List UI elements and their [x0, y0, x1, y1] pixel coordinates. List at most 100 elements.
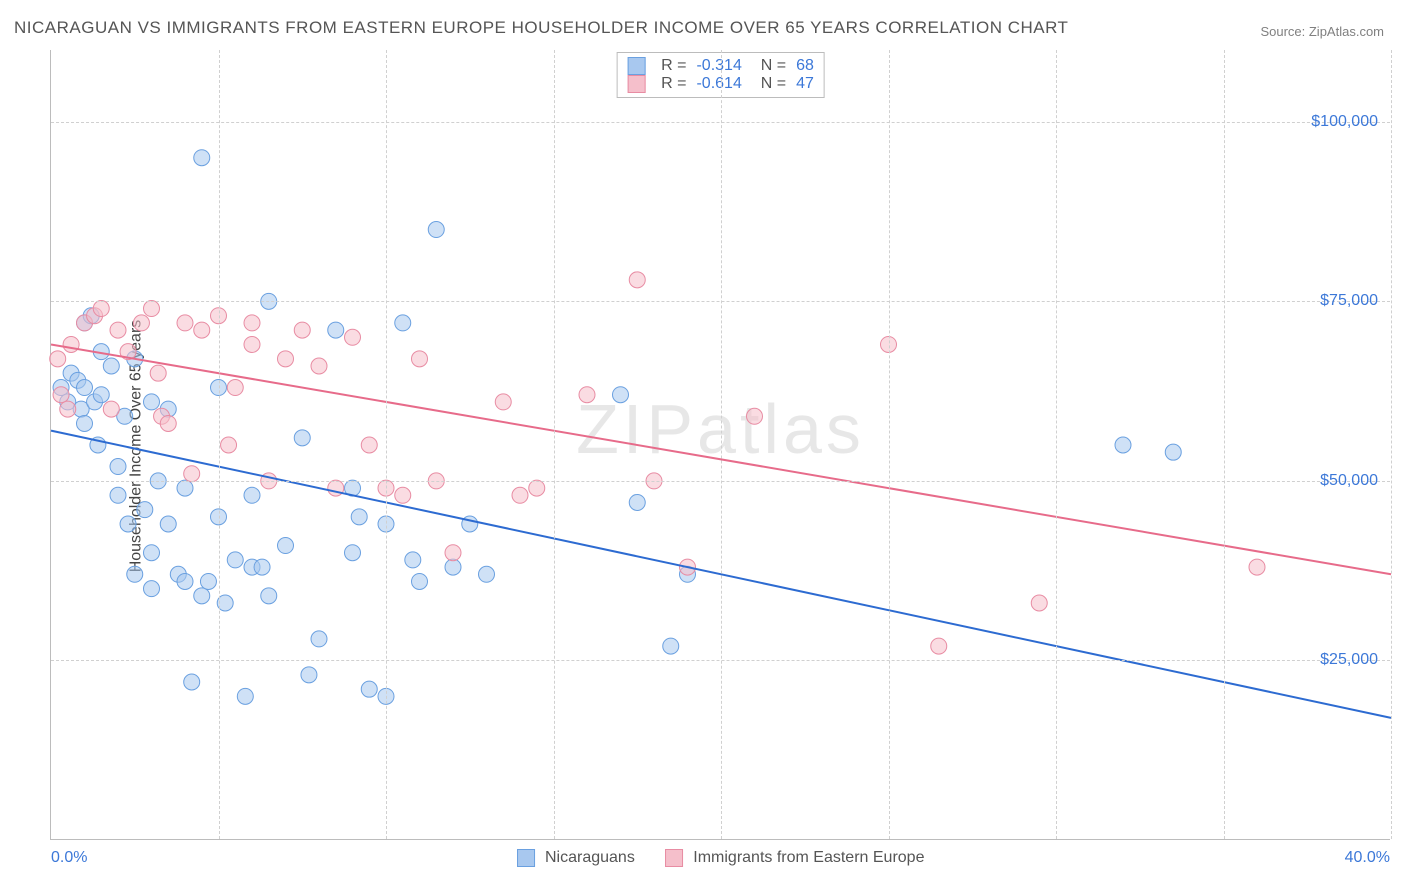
data-point [294, 322, 310, 338]
data-point [144, 545, 160, 561]
data-point [120, 516, 136, 532]
data-point [479, 566, 495, 582]
data-point [412, 351, 428, 367]
gridline-v [386, 50, 387, 839]
series-label-2: Immigrants from Eastern Europe [693, 849, 924, 866]
data-point [613, 387, 629, 403]
data-point [629, 272, 645, 288]
data-point [747, 408, 763, 424]
data-point [1249, 559, 1265, 575]
data-point [93, 301, 109, 317]
gridline-v [219, 50, 220, 839]
plot-area: ZIPatlas R = -0.314 N = 68 R = -0.614 N … [50, 50, 1390, 840]
data-point [395, 315, 411, 331]
data-point [133, 315, 149, 331]
data-point [217, 595, 233, 611]
data-point [144, 301, 160, 317]
data-point [1165, 444, 1181, 460]
data-point [361, 437, 377, 453]
data-point [529, 480, 545, 496]
x-min-label: 0.0% [51, 849, 87, 867]
data-point [237, 688, 253, 704]
data-point [110, 487, 126, 503]
data-point [428, 222, 444, 238]
data-point [144, 394, 160, 410]
data-point [194, 150, 210, 166]
data-point [445, 545, 461, 561]
data-point [663, 638, 679, 654]
data-point [53, 387, 69, 403]
data-point [931, 638, 947, 654]
data-point [278, 351, 294, 367]
y-tick-label: $50,000 [1320, 472, 1378, 490]
data-point [184, 674, 200, 690]
bottom-legend: Nicaraguans Immigrants from Eastern Euro… [517, 849, 925, 867]
data-point [512, 487, 528, 503]
data-point [160, 516, 176, 532]
data-point [227, 552, 243, 568]
data-point [351, 509, 367, 525]
series-label-1: Nicaraguans [545, 849, 635, 866]
data-point [629, 494, 645, 510]
gridline-v [1224, 50, 1225, 839]
chart-title: NICARAGUAN VS IMMIGRANTS FROM EASTERN EU… [14, 18, 1068, 38]
data-point [137, 502, 153, 518]
series-legend-1: Nicaraguans [517, 849, 635, 867]
data-point [177, 315, 193, 331]
data-point [194, 588, 210, 604]
data-point [221, 437, 237, 453]
data-point [311, 631, 327, 647]
data-point [227, 380, 243, 396]
data-point [150, 365, 166, 381]
y-tick-label: $75,000 [1320, 292, 1378, 310]
data-point [495, 394, 511, 410]
y-tick-label: $100,000 [1311, 113, 1378, 131]
x-max-label: 40.0% [1345, 849, 1390, 867]
data-point [345, 329, 361, 345]
data-point [1031, 595, 1047, 611]
data-point [77, 380, 93, 396]
series-legend-2: Immigrants from Eastern Europe [665, 849, 925, 867]
data-point [194, 322, 210, 338]
gridline-v [1391, 50, 1392, 839]
data-point [395, 487, 411, 503]
data-point [311, 358, 327, 374]
data-point [77, 415, 93, 431]
gridline-v [721, 50, 722, 839]
gridline-v [1056, 50, 1057, 839]
data-point [244, 336, 260, 352]
data-point [405, 552, 421, 568]
data-point [301, 667, 317, 683]
data-point [579, 387, 595, 403]
data-point [244, 315, 260, 331]
data-point [1115, 437, 1131, 453]
data-point [261, 588, 277, 604]
data-point [60, 401, 76, 417]
data-point [328, 322, 344, 338]
data-point [361, 681, 377, 697]
data-point [110, 459, 126, 475]
data-point [160, 415, 176, 431]
series-swatch-1 [517, 849, 535, 867]
data-point [278, 538, 294, 554]
series-swatch-2 [665, 849, 683, 867]
data-point [93, 387, 109, 403]
data-point [103, 358, 119, 374]
data-point [184, 466, 200, 482]
data-point [412, 573, 428, 589]
data-point [103, 401, 119, 417]
data-point [63, 336, 79, 352]
data-point [127, 566, 143, 582]
data-point [177, 480, 193, 496]
y-tick-label: $25,000 [1320, 651, 1378, 669]
data-point [254, 559, 270, 575]
data-point [345, 545, 361, 561]
gridline-v [889, 50, 890, 839]
data-point [110, 322, 126, 338]
data-point [445, 559, 461, 575]
data-point [244, 487, 260, 503]
data-point [200, 573, 216, 589]
gridline-v [554, 50, 555, 839]
source-label: Source: ZipAtlas.com [1260, 24, 1384, 39]
data-point [50, 351, 66, 367]
